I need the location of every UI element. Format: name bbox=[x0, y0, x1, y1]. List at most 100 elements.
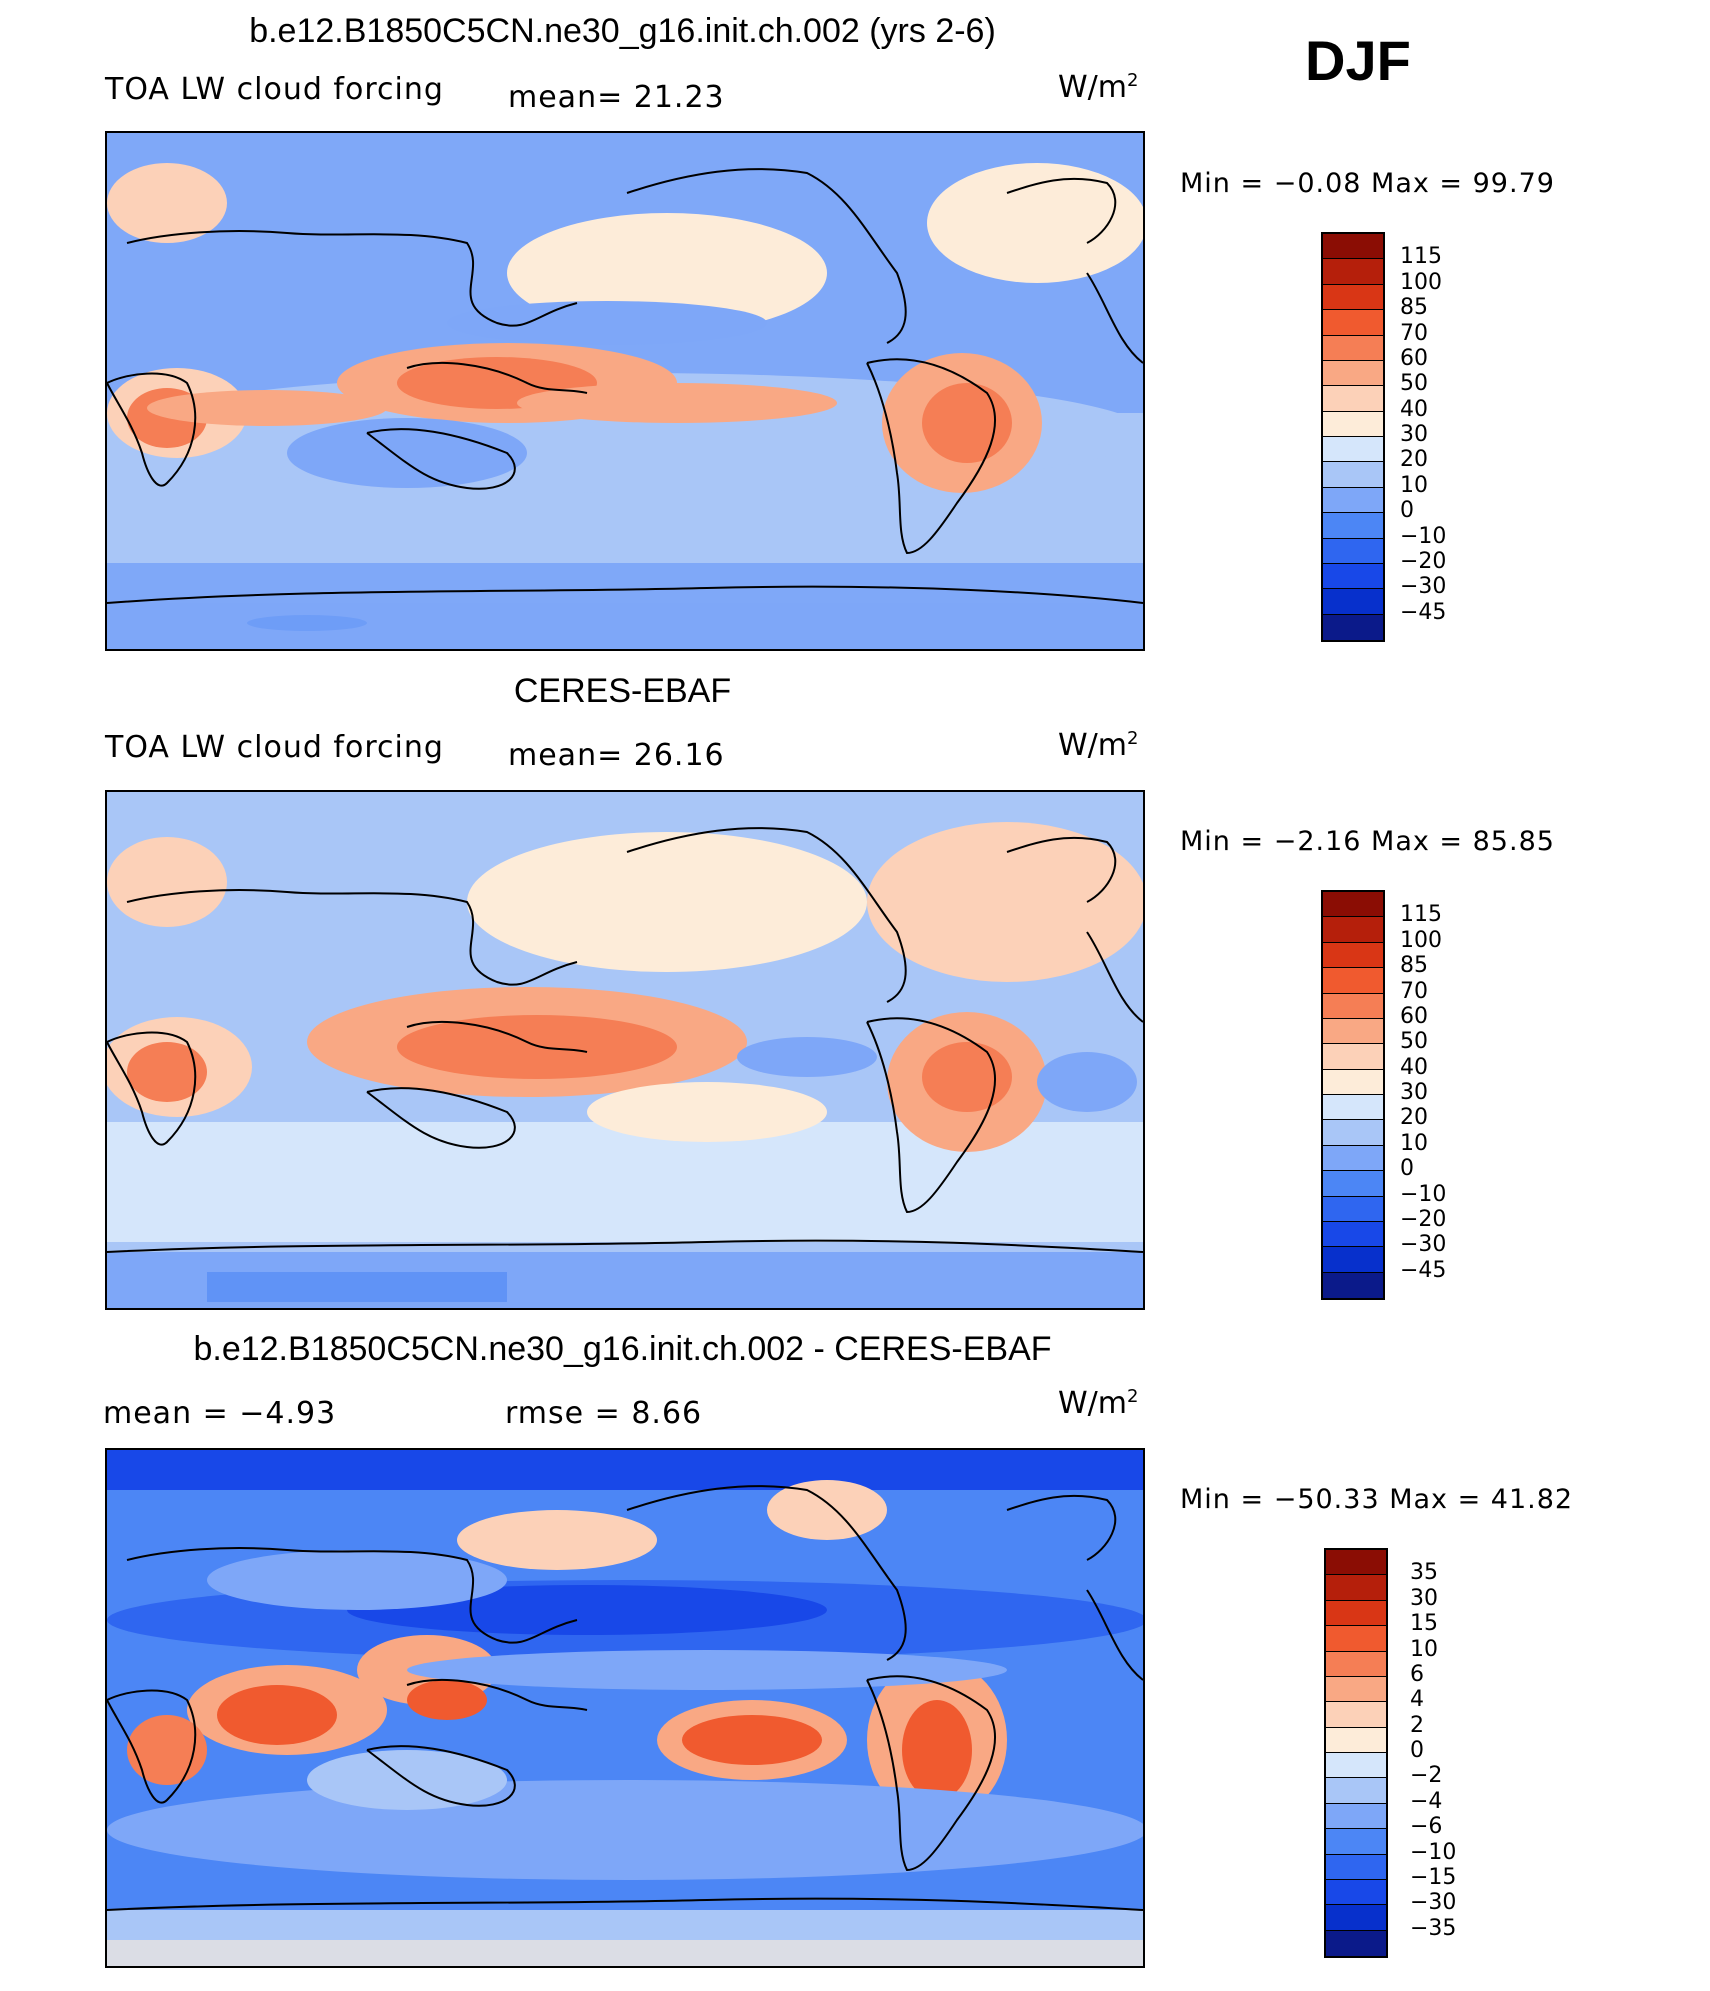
colorbar-segment bbox=[1323, 917, 1383, 943]
colorbar-tick-label: 20 bbox=[1400, 447, 1428, 473]
colorbar-tick-label: 50 bbox=[1400, 371, 1428, 397]
colorbar-tick-label: 50 bbox=[1400, 1029, 1428, 1055]
colorbar-tick-label: 10 bbox=[1400, 472, 1428, 498]
panel-3-minmax: Min = −50.33 Max = 41.82 bbox=[1180, 1484, 1574, 1515]
colorbar-segment bbox=[1326, 1676, 1386, 1703]
colorbar-tick-label: 70 bbox=[1400, 978, 1428, 1004]
panel-3-map-field bbox=[107, 1450, 1143, 1966]
colorbar-segment bbox=[1326, 1626, 1386, 1652]
colorbar-segment bbox=[1323, 411, 1383, 437]
colorbar-segment bbox=[1323, 360, 1383, 387]
colorbar-segment bbox=[1326, 1829, 1386, 1855]
colorbar-tick-label: −45 bbox=[1400, 599, 1447, 625]
colorbar-segment bbox=[1323, 513, 1383, 539]
panel-2-title: CERES-EBAF bbox=[513, 672, 732, 710]
colorbar-segment bbox=[1323, 1247, 1383, 1273]
colorbar-segment bbox=[1323, 386, 1383, 412]
colorbar-tick-label: 30 bbox=[1400, 1080, 1428, 1105]
colorbar-tick-label: 85 bbox=[1400, 295, 1428, 321]
colorbar-segment bbox=[1326, 1854, 1386, 1880]
colorbar-tick-label: 10 bbox=[1410, 1636, 1438, 1662]
panel-3-title: b.e12.B1850C5CN.ne30_g16.init.ch.002 - C… bbox=[193, 1330, 1052, 1368]
colorbar-segment bbox=[1323, 335, 1383, 361]
colorbar-tick-label: −10 bbox=[1410, 1839, 1457, 1865]
colorbar-tick-label: −6 bbox=[1410, 1814, 1443, 1840]
colorbar-tick-label: 20 bbox=[1400, 1105, 1428, 1131]
colorbar-tick-label: −30 bbox=[1400, 1232, 1447, 1258]
colorbar-tick-label: 10 bbox=[1400, 1130, 1428, 1156]
panel-3-mean: mean = −4.93 bbox=[103, 1396, 337, 1431]
colorbar-segment bbox=[1326, 1753, 1386, 1779]
colorbar-tick-label: 100 bbox=[1400, 269, 1442, 295]
colorbar-tick-label: 30 bbox=[1400, 422, 1428, 447]
colorbar-segment bbox=[1323, 1095, 1383, 1121]
colorbar-tick-label: 6 bbox=[1410, 1661, 1424, 1687]
colorbar-segment bbox=[1323, 437, 1383, 463]
panel-2-mean: mean= 26.16 bbox=[508, 738, 725, 773]
colorbar-tick-label: 100 bbox=[1400, 927, 1442, 953]
colorbar-tick-label: 115 bbox=[1400, 902, 1442, 928]
panel-1-minmax: Min = −0.08 Max = 99.79 bbox=[1180, 168, 1555, 199]
panel-1-title: b.e12.B1850C5CN.ne30_g16.init.ch.002 (yr… bbox=[249, 12, 996, 50]
colorbar-tick-label: 4 bbox=[1410, 1687, 1424, 1713]
colorbar-tick-label: 35 bbox=[1410, 1560, 1438, 1586]
colorbar-segment bbox=[1323, 968, 1383, 994]
panel-3-colorbar bbox=[1324, 1548, 1388, 1958]
colorbar-tick-label: 85 bbox=[1400, 953, 1428, 979]
season-label: DJF bbox=[1305, 29, 1411, 92]
panel-2-variable: TOA LW cloud forcing bbox=[105, 730, 444, 765]
colorbar-segment bbox=[1323, 942, 1383, 969]
colorbar-segment bbox=[1323, 1272, 1383, 1298]
panel-1-mean: mean= 21.23 bbox=[508, 80, 725, 115]
colorbar-segment bbox=[1326, 1575, 1386, 1601]
colorbar-segment bbox=[1323, 538, 1383, 564]
colorbar-tick-label: −15 bbox=[1410, 1864, 1457, 1890]
colorbar-segment bbox=[1326, 1600, 1386, 1627]
colorbar-segment bbox=[1323, 1044, 1383, 1070]
colorbar-tick-label: 0 bbox=[1400, 498, 1414, 524]
colorbar-segment bbox=[1323, 234, 1383, 260]
colorbar-tick-label: −4 bbox=[1410, 1788, 1443, 1814]
panel-2-minmax: Min = −2.16 Max = 85.85 bbox=[1180, 826, 1555, 857]
colorbar-segment bbox=[1326, 1803, 1386, 1830]
panel-1-variable: TOA LW cloud forcing bbox=[105, 72, 444, 107]
colorbar-segment bbox=[1323, 892, 1383, 918]
panel-2-map bbox=[105, 790, 1145, 1310]
colorbar-segment bbox=[1323, 1221, 1383, 1248]
colorbar-tick-label: −10 bbox=[1400, 523, 1447, 549]
colorbar-segment bbox=[1326, 1651, 1386, 1677]
colorbar-segment bbox=[1326, 1905, 1386, 1931]
colorbar-tick-label: −30 bbox=[1400, 574, 1447, 600]
panel-1-map bbox=[105, 131, 1145, 651]
panel-3-map bbox=[105, 1448, 1145, 1968]
colorbar-segment bbox=[1323, 462, 1383, 488]
colorbar-segment bbox=[1323, 563, 1383, 590]
colorbar-tick-label: 30 bbox=[1410, 1585, 1438, 1611]
panel-2-map-field bbox=[107, 792, 1143, 1308]
panel-1-units: W/m2 bbox=[1058, 70, 1139, 105]
colorbar-tick-label: 40 bbox=[1400, 1054, 1428, 1080]
panel-3-units: W/m2 bbox=[1058, 1386, 1139, 1421]
colorbar-tick-label: −45 bbox=[1400, 1257, 1447, 1283]
colorbar-segment bbox=[1323, 1018, 1383, 1045]
colorbar-tick-label: −20 bbox=[1400, 548, 1447, 574]
colorbar-segment bbox=[1323, 259, 1383, 285]
colorbar-segment bbox=[1323, 993, 1383, 1019]
colorbar-tick-label: 0 bbox=[1400, 1156, 1414, 1182]
colorbar-segment bbox=[1326, 1702, 1386, 1728]
colorbar-segment bbox=[1323, 1196, 1383, 1222]
colorbar-segment bbox=[1326, 1550, 1386, 1576]
colorbar-segment bbox=[1326, 1930, 1386, 1956]
colorbar-tick-label: 60 bbox=[1400, 1003, 1428, 1029]
colorbar-segment bbox=[1323, 1171, 1383, 1197]
panel-1-map-field bbox=[107, 133, 1143, 649]
colorbar-segment bbox=[1323, 1069, 1383, 1095]
colorbar-tick-label: −2 bbox=[1410, 1763, 1443, 1789]
colorbar-segment bbox=[1323, 284, 1383, 311]
colorbar-tick-label: −20 bbox=[1400, 1206, 1447, 1232]
colorbar-segment bbox=[1323, 614, 1383, 640]
colorbar-tick-label: 2 bbox=[1410, 1712, 1424, 1738]
colorbar-segment bbox=[1323, 1145, 1383, 1172]
colorbar-tick-label: 0 bbox=[1410, 1738, 1424, 1763]
colorbar-tick-label: 40 bbox=[1400, 396, 1428, 422]
